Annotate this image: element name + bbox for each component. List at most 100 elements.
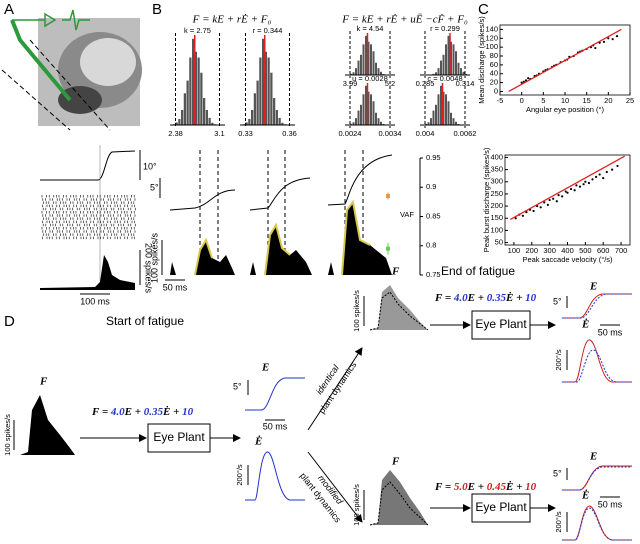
vaf-point (386, 246, 390, 251)
hist-bar (194, 51, 197, 125)
y-tick-label: 400 (490, 152, 503, 161)
hist-tick-label: 3.1 (214, 129, 224, 138)
equation: F = kE + rĖ + uË −cḞ + F₀ (341, 14, 468, 26)
hist-bar (350, 123, 352, 125)
point (615, 34, 619, 38)
hist-bar (275, 109, 278, 125)
vaf-point (386, 194, 390, 199)
psth (20, 395, 75, 455)
plant-label: Eye Plant (475, 500, 527, 514)
hist-bar (442, 54, 445, 75)
section-title: Start of fatigue (106, 314, 184, 328)
signal-label: E (261, 362, 269, 374)
section-title: End of fatigue (441, 264, 515, 278)
point (555, 200, 558, 203)
hist-tick-label: 0.0062 (454, 129, 477, 138)
hist-bar (350, 73, 352, 75)
x-tick-label: 5 (541, 96, 545, 105)
y-tick-label: 20 (490, 78, 498, 87)
hist-bar (450, 41, 452, 75)
scale-label: 100 ms (80, 296, 110, 306)
hist-label: r = 0.344 (253, 26, 283, 35)
vaf-plot: 0.95 0.9 0.85 0.8 0.75 VAF (386, 153, 441, 279)
hist-bar (462, 71, 465, 75)
hist-bar (377, 68, 380, 75)
mri-illustration (1, 9, 142, 131)
x-tick-label: 100 (508, 246, 521, 255)
y-tick-label: 100 (485, 42, 498, 51)
y-tick-label: 0 (494, 86, 498, 95)
scale-label: 100 spikes/s (3, 414, 12, 456)
point (543, 201, 546, 204)
point (552, 197, 555, 200)
hist-bar (442, 91, 445, 125)
hist-tick-label: 0.0034 (379, 129, 402, 138)
hist-bar (435, 72, 437, 75)
hist-bar (178, 118, 181, 125)
scale-label: 100 spikes/s (149, 232, 159, 283)
hist-bar (211, 122, 214, 125)
hist-bar (245, 122, 248, 125)
equation: F = 4.0E + 0.35Ė + 10 (91, 406, 194, 418)
y-tick-label: 0.85 (426, 211, 441, 220)
hist-bar (264, 51, 267, 125)
hist-bar (452, 118, 455, 125)
hist-bar (360, 104, 362, 125)
y-tick-label: 200 (490, 201, 503, 210)
hist-bar (175, 122, 178, 125)
hist-tick-label: 0.36 (282, 129, 297, 138)
hist-bar (365, 85, 367, 125)
hist-bar (455, 121, 457, 125)
signal-label: Ė (581, 319, 589, 331)
hist-tick-label: 2.38 (168, 129, 183, 138)
point (532, 209, 535, 213)
y-tick-label: 140 (485, 24, 498, 33)
scale-label: 50 ms (163, 282, 188, 292)
x-tick-label: 600 (597, 246, 610, 255)
y-axis-label: Peak burst discharge (spikes/s) (482, 147, 491, 252)
signal-label: Ė (254, 436, 262, 448)
scale-label: 200°/s (235, 464, 244, 486)
scale-label: 100 spikes/s (352, 290, 361, 332)
point (602, 177, 605, 180)
hist-bar (465, 73, 467, 75)
scale-label: 5° (150, 182, 159, 192)
scale-label: 200°/s (554, 511, 563, 533)
x-tick-label: 500 (579, 246, 592, 255)
hist-bar (380, 71, 382, 75)
hist-bar (445, 44, 447, 75)
hist-bar (357, 60, 360, 75)
panel-label: C (478, 1, 489, 18)
hist-tick-label: 0.0024 (339, 129, 362, 138)
x-tick-label: -5 (497, 96, 504, 105)
hist-bar (450, 112, 452, 125)
hist-bar (189, 57, 192, 125)
point (561, 195, 564, 198)
hist-bar (457, 123, 460, 125)
point (575, 184, 578, 187)
plant-box (471, 310, 531, 340)
y-tick-label: 120 (485, 33, 498, 42)
hist-bar (382, 73, 385, 75)
psth (370, 470, 428, 525)
hist-label: k = 2.75 (184, 26, 211, 35)
hist-bar (380, 121, 382, 125)
hist-bar (445, 94, 447, 125)
hist-bar (375, 112, 377, 125)
point (521, 214, 524, 217)
fit-line (510, 155, 625, 221)
point (514, 217, 517, 220)
point (548, 198, 551, 202)
hist-bar (427, 122, 430, 125)
point (611, 168, 614, 171)
hist-bar (362, 94, 365, 125)
y-tick-label: 0.8 (426, 241, 436, 250)
point (569, 187, 573, 191)
plant-label: Eye Plant (153, 430, 205, 444)
y-tick-label: 0.95 (426, 153, 441, 162)
point (520, 81, 523, 84)
hist-bar (452, 44, 455, 75)
point (598, 173, 601, 176)
y-tick-label: 0.9 (426, 182, 436, 191)
